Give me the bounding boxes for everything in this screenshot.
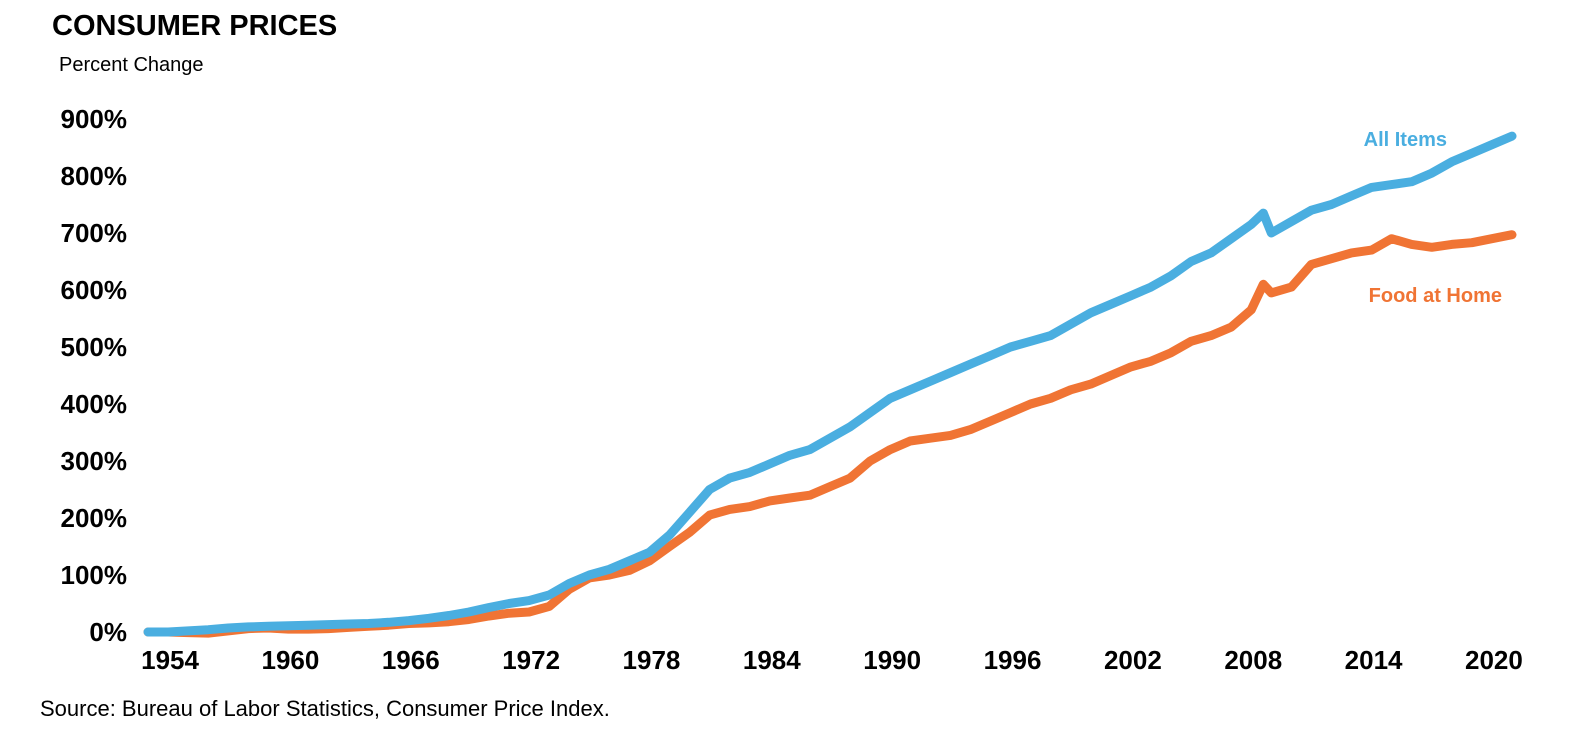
x-tick-label: 2008 (1224, 645, 1282, 675)
series-lines (143, 131, 1517, 638)
y-axis-tick-labels: 0% 100% 200% 300% 400% 500% 600% 700% 800% 900% (61, 104, 128, 647)
x-tick-label: 2020 (1465, 645, 1523, 675)
x-tick-label: 1984 (743, 645, 801, 675)
chart-title: CONSUMER PRICES (52, 10, 338, 42)
x-tick-label: 1960 (261, 645, 319, 675)
y-tick-label: 0% (89, 617, 127, 647)
y-tick-label: 900% (61, 104, 128, 134)
series-label-all-items: All Items (1364, 129, 1447, 151)
chart-subtitle: Percent Change (59, 54, 204, 76)
y-tick-label: 800% (61, 161, 128, 191)
x-tick-label: 1978 (623, 645, 681, 675)
x-tick-label: 2014 (1345, 645, 1403, 675)
x-tick-label: 2002 (1104, 645, 1162, 675)
x-axis-tick-labels: 1954 1960 1966 1972 1978 1984 1990 1996 2002 2008… (141, 645, 1523, 675)
x-tick-label: 1954 (141, 645, 199, 675)
y-tick-label: 500% (61, 332, 128, 362)
y-tick-label: 300% (61, 446, 128, 476)
x-tick-label: 1990 (863, 645, 921, 675)
y-tick-label: 200% (61, 503, 128, 533)
y-tick-label: 600% (61, 275, 128, 305)
x-tick-label: 1972 (502, 645, 560, 675)
y-tick-label: 100% (61, 560, 128, 590)
x-tick-label: 1966 (382, 645, 440, 675)
series-labels: All Items Food at Home (1364, 129, 1502, 307)
series-label-food-at-home: Food at Home (1369, 285, 1502, 307)
source-note: Source: Bureau of Labor Statistics, Cons… (40, 696, 610, 721)
y-tick-label: 700% (61, 218, 128, 248)
series-line-all-items (143, 131, 1517, 637)
y-tick-label: 400% (61, 389, 128, 419)
x-tick-label: 1996 (984, 645, 1042, 675)
